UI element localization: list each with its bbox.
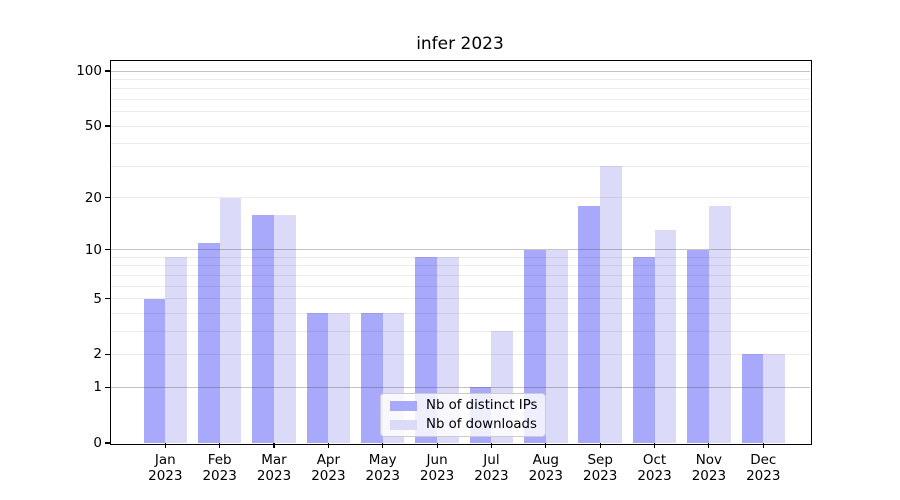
- x-tick-label: Nov 2023: [691, 452, 727, 484]
- legend-swatch-distinct-ips: [390, 400, 417, 411]
- y-gridline-minor: [110, 298, 810, 300]
- y-gridline-major: [110, 70, 810, 72]
- bar-distinct-ips-oct: [632, 257, 655, 443]
- y-gridline-major: [110, 386, 810, 388]
- y-gridline-minor: [110, 78, 810, 80]
- x-tick-label: Jun 2023: [419, 452, 455, 484]
- legend: Nb of distinct IPs Nb of downloads: [380, 393, 546, 437]
- bar-downloads-nov: [708, 205, 731, 443]
- bar-downloads-feb: [219, 197, 242, 443]
- y-tick: [105, 353, 110, 356]
- y-gridline-minor: [110, 353, 810, 355]
- x-tick: [599, 443, 601, 448]
- bar-downloads-aug: [545, 249, 568, 443]
- bar-downloads-dec: [763, 354, 785, 443]
- y-tick: [105, 386, 110, 388]
- x-tick: [436, 443, 438, 448]
- x-tick-label: Mar 2023: [256, 452, 292, 484]
- x-tick: [490, 443, 493, 448]
- y-gridline-minor: [110, 165, 810, 167]
- x-tick: [545, 443, 547, 448]
- y-tick-label: 1: [93, 379, 102, 396]
- y-tick-label: 0: [93, 435, 102, 451]
- y-tick: [105, 249, 110, 251]
- bar-distinct-ips-jan: [143, 298, 166, 443]
- y-tick: [105, 297, 110, 300]
- y-gridline-minor: [110, 274, 810, 276]
- y-tick: [105, 442, 110, 444]
- y-tick-label: 20: [84, 189, 102, 206]
- x-tick-label: Feb 2023: [202, 452, 237, 484]
- y-tick-label: 2: [93, 346, 102, 363]
- x-tick-label: Oct 2023: [637, 452, 672, 484]
- legend-row: Nb of distinct IPs: [390, 398, 545, 413]
- y-gridline-minor: [110, 312, 810, 314]
- y-tick: [105, 125, 110, 127]
- y-gridline-minor: [110, 143, 810, 145]
- bar-distinct-ips-mar: [252, 214, 274, 443]
- x-tick: [382, 443, 384, 448]
- x-tick: [708, 443, 710, 448]
- y-gridline-minor: [110, 88, 810, 90]
- bar-downloads-mar: [274, 214, 296, 443]
- y-tick: [105, 70, 110, 72]
- y-gridline-minor: [110, 265, 810, 267]
- y-gridline-minor: [110, 330, 810, 332]
- legend-label: Nb of downloads: [426, 417, 537, 432]
- y-gridline-minor: [110, 111, 810, 113]
- y-gridline-minor: [110, 197, 810, 199]
- y-tick-label: 10: [84, 241, 102, 258]
- y-tick-label: 5: [93, 290, 102, 307]
- bar-distinct-ips-feb: [197, 242, 220, 443]
- y-gridline-major: [110, 249, 810, 251]
- bar-downloads-jan: [165, 257, 187, 443]
- bar-downloads-apr: [328, 313, 351, 443]
- bar-distinct-ips-sep: [578, 205, 601, 443]
- bar-distinct-ips-apr: [306, 313, 329, 443]
- x-tick: [653, 443, 656, 448]
- y-gridline-minor: [110, 98, 810, 100]
- y-tick-label: 100: [76, 63, 102, 79]
- bar-downloads-oct: [654, 230, 677, 443]
- legend-row: Nb of downloads: [390, 417, 545, 432]
- x-tick-label: Apr 2023: [311, 452, 346, 484]
- x-tick-label: Sep 2023: [582, 452, 618, 484]
- x-tick-label: May 2023: [365, 452, 400, 484]
- y-tick: [105, 196, 110, 199]
- y-gridline-minor: [110, 285, 810, 287]
- x-tick-label: Aug 2023: [528, 452, 563, 484]
- x-tick: [762, 443, 764, 448]
- y-gridline-minor: [110, 125, 810, 127]
- x-tick: [219, 443, 221, 448]
- x-tick-label: Jul 2023: [474, 452, 509, 484]
- x-tick-label: Dec 2023: [746, 452, 781, 484]
- x-tick: [273, 443, 275, 448]
- legend-label: Nb of distinct IPs: [426, 398, 538, 413]
- chart-title: infer 2023: [416, 34, 504, 54]
- bar-downloads-sep: [600, 166, 622, 443]
- x-tick-label: Jan 2023: [148, 452, 183, 484]
- bar-distinct-ips-nov: [687, 249, 709, 443]
- y-tick-label: 50: [84, 118, 102, 135]
- legend-swatch-downloads: [390, 419, 417, 430]
- x-tick: [164, 443, 166, 448]
- x-tick: [327, 443, 329, 448]
- y-gridline-minor: [110, 256, 810, 258]
- bar-distinct-ips-may: [361, 313, 383, 443]
- bar-distinct-ips-dec: [741, 354, 764, 443]
